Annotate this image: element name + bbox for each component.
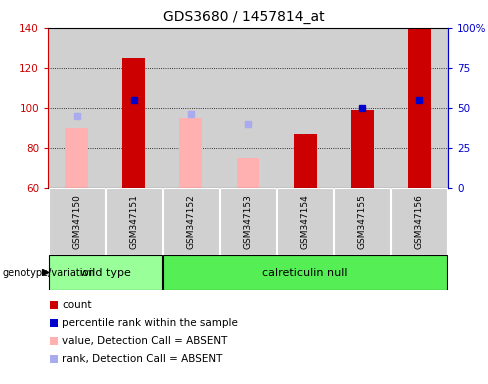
Bar: [294, 134, 317, 188]
Bar: [408, 28, 431, 188]
Text: GDS3680 / 1457814_at: GDS3680 / 1457814_at: [163, 10, 325, 24]
Bar: [49, 188, 104, 255]
Bar: [351, 110, 374, 188]
Text: wild type: wild type: [80, 268, 131, 278]
Bar: [65, 128, 88, 188]
Text: GSM347151: GSM347151: [129, 194, 138, 249]
Bar: [163, 188, 219, 255]
Bar: [391, 28, 448, 188]
Bar: [105, 28, 163, 188]
Bar: [391, 188, 447, 255]
Text: GSM347152: GSM347152: [186, 194, 195, 249]
Bar: [220, 188, 276, 255]
Bar: [163, 255, 447, 290]
Bar: [49, 255, 162, 290]
Text: percentile rank within the sample: percentile rank within the sample: [62, 318, 238, 328]
Bar: [122, 58, 145, 188]
Text: GSM347156: GSM347156: [415, 194, 424, 249]
Text: GSM347154: GSM347154: [301, 194, 310, 249]
Bar: [163, 28, 220, 188]
Text: GSM347153: GSM347153: [244, 194, 252, 249]
Text: value, Detection Call = ABSENT: value, Detection Call = ABSENT: [62, 336, 227, 346]
Bar: [277, 188, 333, 255]
Bar: [334, 28, 391, 188]
Bar: [277, 28, 334, 188]
Bar: [106, 188, 162, 255]
Text: count: count: [62, 300, 92, 310]
Bar: [48, 28, 105, 188]
Bar: [334, 188, 390, 255]
Bar: [220, 28, 277, 188]
Bar: [237, 158, 260, 188]
Text: calreticulin null: calreticulin null: [263, 268, 348, 278]
Text: rank, Detection Call = ABSENT: rank, Detection Call = ABSENT: [62, 354, 223, 364]
Text: genotype/variation: genotype/variation: [2, 268, 95, 278]
Text: GSM347150: GSM347150: [72, 194, 81, 249]
Bar: [180, 118, 203, 188]
Text: GSM347155: GSM347155: [358, 194, 367, 249]
